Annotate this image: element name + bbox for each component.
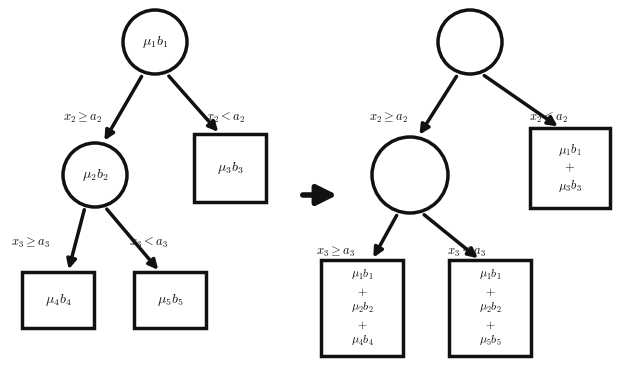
Text: $x_2 \geq a_2$: $x_2 \geq a_2$ [369, 111, 408, 125]
Circle shape [63, 143, 127, 207]
Circle shape [372, 137, 448, 213]
Text: $x_3 \geq a_3$: $x_3 \geq a_3$ [10, 236, 49, 250]
Text: $\mu_1 b_1$
$+$
$\mu_2 b_2$
$+$
$\mu_4 b_4$: $\mu_1 b_1$ $+$ $\mu_2 b_2$ $+$ $\mu_4 b… [351, 268, 373, 348]
Text: $x_3 \geq a_3$: $x_3 \geq a_3$ [316, 245, 355, 259]
Text: $\mu_1 b_1$
$+$
$\mu_3 b_3$: $\mu_1 b_1$ $+$ $\mu_3 b_3$ [558, 142, 582, 194]
FancyBboxPatch shape [194, 134, 266, 202]
Text: $x_2 \geq a_2$: $x_2 \geq a_2$ [63, 111, 102, 125]
FancyBboxPatch shape [449, 260, 531, 356]
Text: $\mu_2 b_2$: $\mu_2 b_2$ [82, 167, 108, 183]
Text: $\mu_5 b_5$: $\mu_5 b_5$ [157, 292, 183, 308]
Text: $x_3 < a_3$: $x_3 < a_3$ [129, 236, 168, 250]
Circle shape [123, 10, 187, 74]
FancyBboxPatch shape [22, 272, 94, 328]
Text: $\mu_1 b_1$
$+$
$\mu_2 b_2$
$+$
$\mu_5 b_5$: $\mu_1 b_1$ $+$ $\mu_2 b_2$ $+$ $\mu_5 b… [479, 268, 501, 348]
Text: $x_3 < a_3$: $x_3 < a_3$ [447, 245, 486, 259]
FancyBboxPatch shape [321, 260, 403, 356]
Text: $\mu_1 b_1$: $\mu_1 b_1$ [142, 34, 168, 50]
Circle shape [438, 10, 502, 74]
Text: $\mu_4 b_4$: $\mu_4 b_4$ [45, 292, 71, 308]
Text: $\mu_3 b_3$: $\mu_3 b_3$ [217, 160, 243, 176]
Text: $x_2 < a_2$: $x_2 < a_2$ [205, 111, 244, 125]
Text: $x_2 < a_2$: $x_2 < a_2$ [529, 111, 568, 125]
FancyBboxPatch shape [530, 128, 610, 208]
FancyBboxPatch shape [134, 272, 206, 328]
